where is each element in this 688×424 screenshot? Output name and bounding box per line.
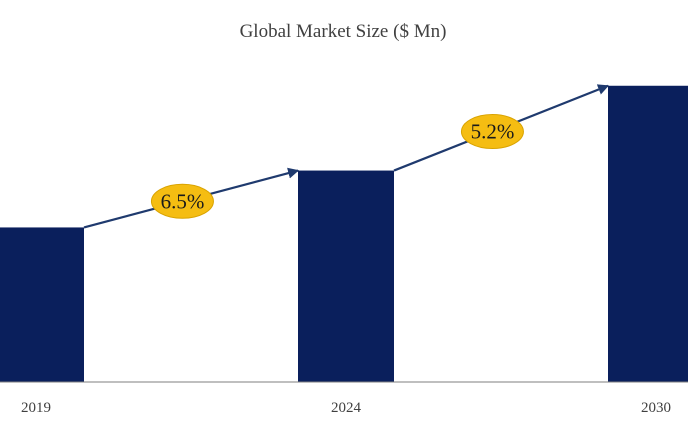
bar-2019: [0, 227, 84, 382]
x-tick-2030: 2030: [641, 400, 671, 416]
chart-title: Global Market Size ($ Mn): [240, 21, 447, 42]
growth-arrows-layer: 6.5% 5.2%: [83, 84, 610, 229]
cagr-label-2024-2030: 5.2%: [471, 120, 515, 144]
x-tick-labels: 2019 2024 2030: [21, 400, 671, 416]
bar-2030: [608, 85, 688, 382]
cagr-badge-2024-2030: [460, 114, 524, 150]
bar-2024: [298, 170, 394, 382]
cagr-label-2019-2024: 6.5%: [161, 189, 205, 213]
bars-layer: [0, 85, 688, 382]
cagr-badge-2019-2024: [150, 183, 214, 219]
x-tick-2024: 2024: [331, 400, 362, 416]
x-tick-2019: 2019: [21, 400, 51, 416]
